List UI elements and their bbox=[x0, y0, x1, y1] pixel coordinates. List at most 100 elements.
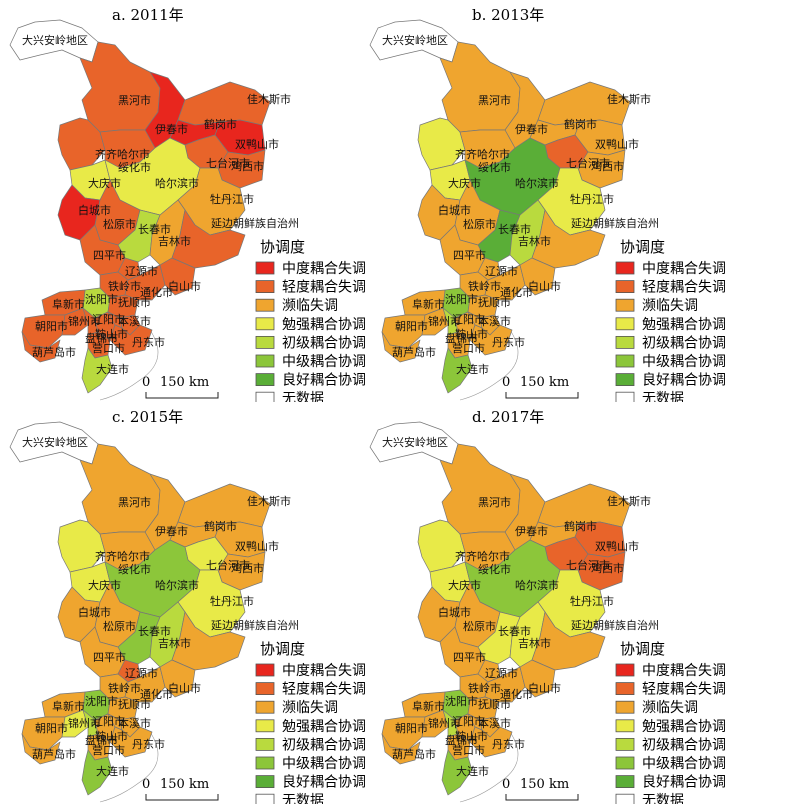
label-suihua: 绥化市 bbox=[118, 562, 151, 576]
label-yingkou: 营口市 bbox=[452, 341, 485, 355]
scale-distance: 150 km bbox=[520, 375, 569, 390]
legend-swatch bbox=[255, 663, 275, 677]
legend-label: 无数据 bbox=[282, 793, 324, 804]
legend-label: 轻度耦合失调 bbox=[642, 280, 726, 296]
label-siping: 四平市 bbox=[453, 650, 486, 664]
region-jinzhou bbox=[61, 307, 89, 336]
region-jinzhou bbox=[421, 709, 449, 738]
legend-label: 中度耦合失调 bbox=[282, 261, 366, 277]
label-heihe: 黑河市 bbox=[478, 93, 511, 107]
label-siping: 四平市 bbox=[93, 248, 126, 262]
label-yichun: 伊春市 bbox=[155, 524, 188, 538]
label-fushun: 抚顺市 bbox=[118, 295, 151, 309]
legend-swatch bbox=[255, 373, 275, 387]
label-songyuan: 松原市 bbox=[103, 217, 136, 231]
label-jinzhou: 锦州市 bbox=[428, 314, 461, 328]
legend-label: 勉强耦合协调 bbox=[282, 719, 366, 735]
scale-zero: 0 bbox=[142, 375, 150, 390]
label-huludao: 葫芦岛市 bbox=[32, 345, 76, 359]
label-jixi: 鸡西市 bbox=[231, 159, 264, 173]
label-yingkou: 营口市 bbox=[92, 743, 125, 757]
label-benxi: 本溪市 bbox=[118, 716, 151, 730]
label-shuangyashan: 双鸭山市 bbox=[595, 539, 639, 553]
label-harbin: 哈尔滨市 bbox=[155, 176, 199, 190]
legend-swatch bbox=[615, 373, 635, 387]
map-panel-1: a. 2011年 大兴安岭地区 黑河市 伊春市 佳木斯市 鹤岗市 双鸭山市 七台河市 鸡西市 齐齐… bbox=[0, 0, 400, 402]
label-jilin: 吉林市 bbox=[158, 636, 191, 650]
label-chaoyang: 朝阳市 bbox=[35, 319, 68, 333]
scale-distance: 150 km bbox=[160, 777, 209, 792]
region-dalian bbox=[441, 749, 473, 796]
legend-swatch bbox=[615, 793, 635, 804]
label-suihua: 绥化市 bbox=[478, 562, 511, 576]
label-tieling: 铁岭市 bbox=[468, 279, 501, 293]
label-yanbian: 延边朝鲜族自治州 bbox=[571, 216, 659, 230]
label-huludao: 葫芦岛市 bbox=[392, 345, 436, 359]
label-daxinganling: 大兴安岭地区 bbox=[382, 33, 448, 47]
legend-swatch bbox=[615, 391, 635, 402]
label-hegang: 鹤岗市 bbox=[204, 519, 237, 533]
legend-swatch bbox=[615, 775, 635, 789]
label-liaoyuan: 辽源市 bbox=[485, 666, 518, 680]
scale-distance: 150 km bbox=[520, 777, 569, 792]
label-yanbian: 延边朝鲜族自治州 bbox=[211, 216, 299, 230]
panel-title: d. 2017年 bbox=[472, 408, 544, 426]
label-daqing: 大庆市 bbox=[448, 578, 481, 592]
legend-label: 无数据 bbox=[642, 793, 684, 804]
label-chaoyang: 朝阳市 bbox=[395, 721, 428, 735]
label-qitaihe: 七台河市 bbox=[566, 156, 610, 170]
label-fuxin: 阜新市 bbox=[52, 297, 85, 311]
label-baicheng: 白城市 bbox=[438, 203, 471, 217]
label-siping: 四平市 bbox=[93, 650, 126, 664]
legend-swatch bbox=[255, 317, 275, 331]
label-anshan: 鞍山市 bbox=[455, 327, 488, 341]
label-jixi: 鸡西市 bbox=[591, 159, 624, 173]
legend-label: 中级耦合协调 bbox=[642, 354, 726, 370]
label-daqing: 大庆市 bbox=[88, 578, 121, 592]
label-panjin: 盘锦市 bbox=[445, 733, 478, 747]
label-dalian: 大连市 bbox=[456, 362, 489, 376]
legend-swatch bbox=[255, 793, 275, 804]
label-benxi: 本溪市 bbox=[478, 716, 511, 730]
label-heihe: 黑河市 bbox=[118, 93, 151, 107]
label-liaoyang: 辽阳市 bbox=[452, 312, 485, 326]
region-baishan bbox=[519, 659, 556, 698]
label-benxi: 本溪市 bbox=[478, 314, 511, 328]
legend-swatch bbox=[255, 298, 275, 312]
panel-title: a. 2011年 bbox=[112, 6, 184, 24]
coastline bbox=[99, 731, 159, 803]
label-panjin: 盘锦市 bbox=[85, 733, 118, 747]
label-jinzhou: 锦州市 bbox=[428, 716, 461, 730]
region-huludao bbox=[381, 733, 421, 765]
label-mudanjiang: 牡丹江市 bbox=[570, 192, 614, 206]
label-suihua: 绥化市 bbox=[478, 160, 511, 174]
label-shenyang: 沈阳市 bbox=[85, 694, 118, 708]
legend-label: 勉强耦合协调 bbox=[642, 317, 726, 333]
label-qiqihar: 齐齐哈尔市 bbox=[95, 549, 150, 563]
label-anshan: 鞍山市 bbox=[95, 327, 128, 341]
legend-title: 协调度 bbox=[620, 238, 665, 256]
label-hegang: 鹤岗市 bbox=[564, 519, 597, 533]
label-harbin: 哈尔滨市 bbox=[515, 176, 559, 190]
label-jinzhou: 锦州市 bbox=[68, 716, 101, 730]
label-songyuan: 松原市 bbox=[463, 619, 496, 633]
label-baicheng: 白城市 bbox=[438, 605, 471, 619]
label-shenyang: 沈阳市 bbox=[85, 292, 118, 306]
label-jiamusi: 佳木斯市 bbox=[607, 92, 651, 106]
legend-swatch bbox=[615, 719, 635, 733]
label-benxi: 本溪市 bbox=[118, 314, 151, 328]
label-jilin: 吉林市 bbox=[518, 234, 551, 248]
region-huludao bbox=[21, 733, 61, 765]
label-harbin: 哈尔滨市 bbox=[155, 578, 199, 592]
label-liaoyuan: 辽源市 bbox=[485, 264, 518, 278]
label-changchun: 长春市 bbox=[498, 624, 531, 638]
label-shuangyashan: 双鸭山市 bbox=[595, 137, 639, 151]
legend-swatch bbox=[255, 391, 275, 402]
legend-label: 良好耦合协调 bbox=[642, 373, 726, 389]
label-fuxin: 阜新市 bbox=[52, 699, 85, 713]
legend-label: 轻度耦合失调 bbox=[282, 280, 366, 296]
label-tieling: 铁岭市 bbox=[108, 279, 141, 293]
legend-swatch bbox=[615, 756, 635, 770]
